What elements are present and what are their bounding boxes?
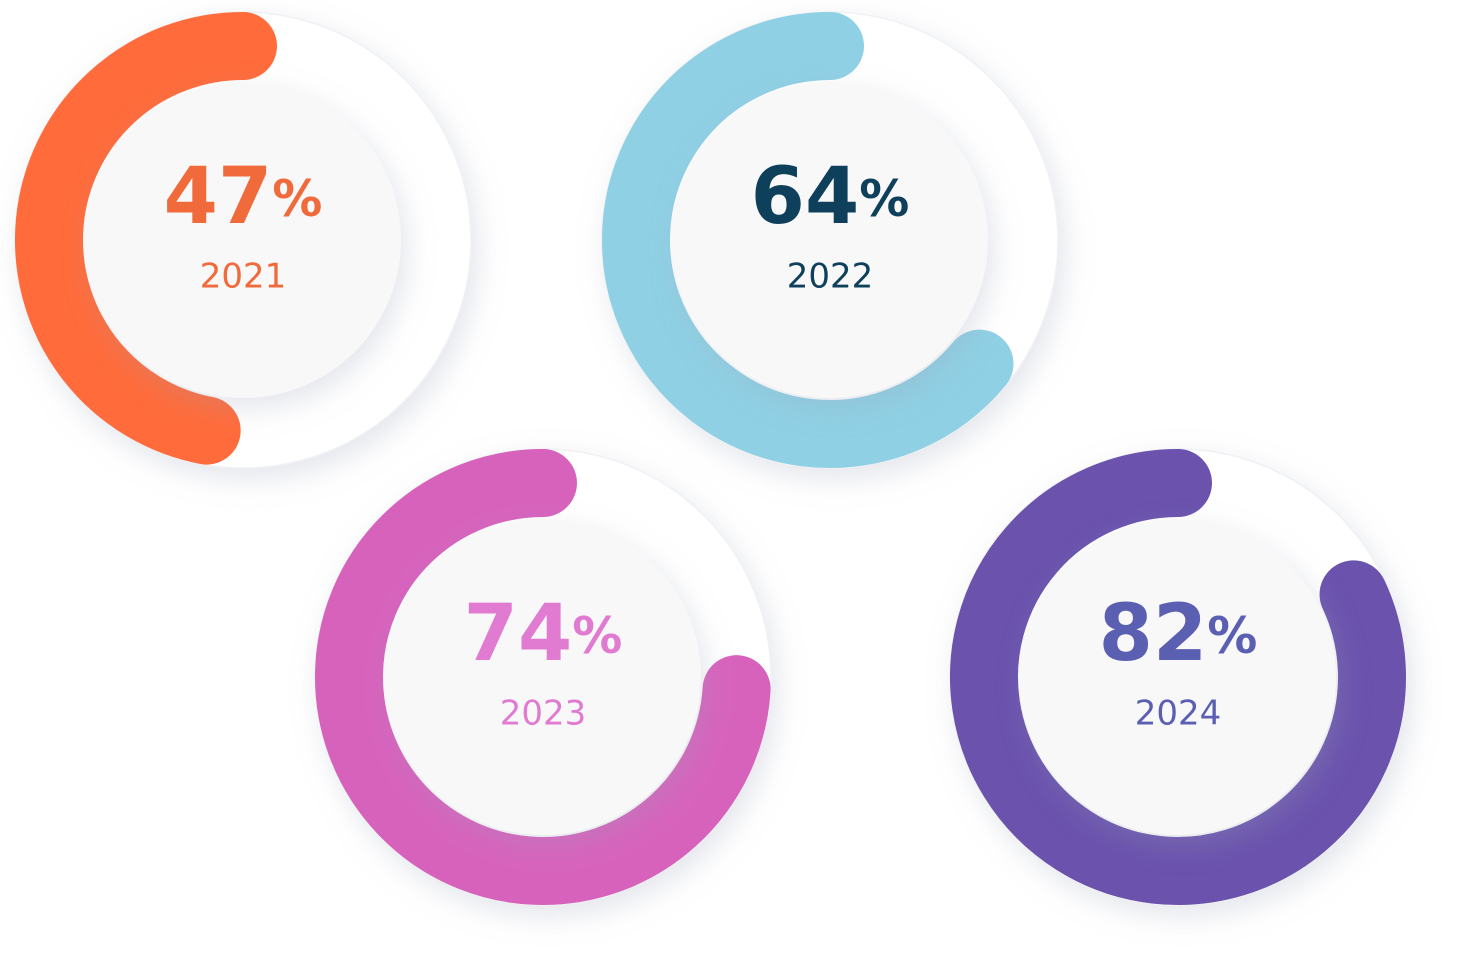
value-number: 82 <box>1099 589 1208 679</box>
gauge-inner <box>672 82 988 398</box>
gauge: 47% 2021 <box>14 11 472 469</box>
gauge-value: 82% <box>1099 589 1258 679</box>
value-number: 74 <box>464 589 573 679</box>
gauge-label: 2022 <box>787 257 874 297</box>
gauge: 74% 2023 <box>314 448 772 906</box>
gauge-arc <box>15 12 277 465</box>
gauge: 82% 2024 <box>949 448 1407 906</box>
value-unit: % <box>272 170 322 228</box>
gauge-label: 2023 <box>500 694 587 734</box>
gauge-value: 64% <box>751 152 910 242</box>
gauge-arc <box>315 449 771 905</box>
gauge-label: 2024 <box>1135 694 1222 734</box>
gauge-value: 74% <box>464 589 623 679</box>
gauge-inner <box>1020 519 1336 835</box>
gauge-arc <box>602 12 1014 468</box>
gauge-inner <box>85 82 401 398</box>
gauge-value: 47% <box>164 152 323 242</box>
value-unit: % <box>572 607 622 665</box>
value-unit: % <box>1207 607 1257 665</box>
value-number: 47 <box>164 152 273 242</box>
value-number: 64 <box>751 152 860 242</box>
gauge-label: 2021 <box>200 257 287 297</box>
gauge-arc <box>950 449 1406 905</box>
gauge: 64% 2022 <box>601 11 1059 469</box>
gauge-inner <box>385 519 701 835</box>
value-unit: % <box>859 170 909 228</box>
